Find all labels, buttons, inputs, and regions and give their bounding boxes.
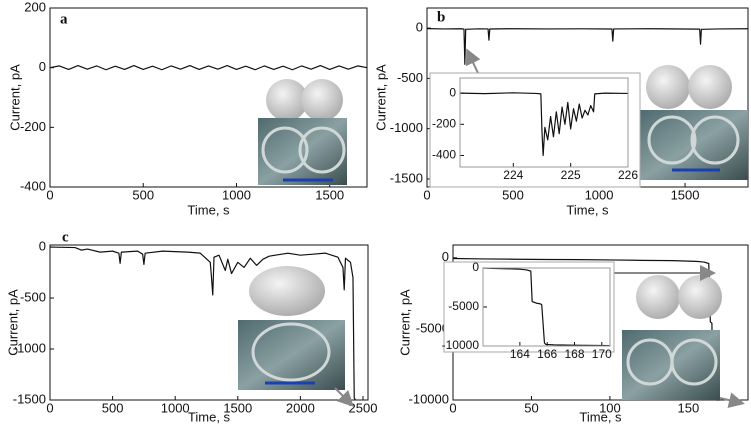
y-tick-label: -400 (20, 178, 46, 193)
x-tick-label: 500 (502, 187, 524, 202)
x-tick-label: 225 (561, 168, 581, 182)
x-tick-label: 166 (537, 347, 557, 361)
y-axis-label: Current, pA (373, 64, 388, 131)
x-tick-label: 170 (592, 347, 612, 361)
x-tick-label: 500 (102, 400, 124, 415)
y-tick-label: 0 (442, 249, 449, 264)
droplet (636, 275, 680, 319)
panel-label: a (60, 11, 68, 27)
photo (238, 320, 345, 390)
x-tick-label: 0 (449, 400, 456, 415)
y-tick-label: -1500 (13, 391, 46, 406)
axes-frame (482, 267, 611, 347)
x-tick-label: 0 (423, 187, 430, 202)
y-tick-label: -10000 (409, 391, 449, 406)
y-tick-label: -5000 (416, 320, 449, 335)
x-tick-label: 164 (510, 347, 530, 361)
droplet (646, 65, 690, 109)
x-tick-label: 150 (678, 400, 700, 415)
photo-droplet (690, 115, 740, 165)
photo-droplet (251, 322, 331, 382)
y-tick-label: -1000 (13, 340, 46, 355)
photo-droplet (298, 126, 346, 174)
current-trace (426, 28, 749, 65)
photo-droplet (670, 338, 718, 386)
y-tick-label: -5000 (448, 299, 479, 313)
x-tick-label: 500 (132, 187, 154, 202)
x-tick-label: 50 (524, 400, 538, 415)
y-tick-label: 0 (416, 20, 423, 35)
decorations (238, 48, 748, 409)
x-tick-label: 224 (503, 168, 523, 182)
axes-frame (49, 7, 368, 188)
x-tick-label: 2500 (349, 400, 378, 415)
x-tick-label: 1000 (222, 187, 251, 202)
inset-box (429, 72, 641, 188)
inset-box (443, 261, 615, 353)
x-tick-label: 0 (46, 400, 53, 415)
droplet (678, 275, 722, 319)
y-tick-label: 0 (39, 59, 46, 74)
y-tick-label: -500 (20, 289, 46, 304)
y-axis-label: Current, pA (5, 289, 20, 356)
axes-frame (49, 244, 369, 401)
y-tick-label: 0 (39, 238, 46, 253)
x-tick-label: 0 (46, 187, 53, 202)
y-tick-label: -500 (397, 70, 423, 85)
x-tick-label: 1000 (161, 400, 190, 415)
x-axis-label: Time, s (188, 409, 231, 424)
droplet (266, 79, 308, 121)
photo-droplet (647, 115, 697, 165)
x-axis-label: Time, s (187, 202, 230, 217)
current-trace (49, 64, 368, 71)
photo (258, 118, 347, 185)
y-axis-label: Current, pA (7, 64, 22, 131)
x-tick-label: 100 (599, 400, 621, 415)
x-axis-label: Time, s (566, 202, 609, 217)
x-tick-label: 1500 (671, 187, 700, 202)
arrow (719, 392, 745, 409)
x-tick-label: 168 (564, 347, 584, 361)
y-tick-label: -10000 (442, 338, 480, 352)
current-trace (459, 92, 629, 157)
current-trace (49, 246, 356, 401)
x-axis-label: Time, s (579, 409, 622, 424)
y-tick-label: -1500 (390, 170, 423, 185)
y-tick-label: 0 (472, 260, 479, 274)
photo-droplet (261, 126, 309, 174)
y-tick-label: -400 (432, 148, 456, 162)
x-tick-label: 1500 (223, 400, 252, 415)
y-tick-label: -200 (20, 119, 46, 134)
y-tick-label: -1000 (390, 120, 423, 135)
x-tick-label: 1500 (315, 187, 344, 202)
droplet (301, 79, 343, 121)
arrow (334, 387, 354, 407)
y-tick-label: -200 (432, 116, 456, 130)
droplet (688, 65, 732, 109)
x-tick-label: 2000 (286, 400, 315, 415)
y-tick-label: 200 (24, 0, 46, 14)
droplet (249, 266, 325, 316)
arrow (465, 48, 481, 74)
current-trace (482, 267, 611, 347)
y-tick-label: 0 (449, 85, 456, 99)
panel-label: c (62, 229, 69, 245)
axes-frame (459, 77, 629, 168)
x-tick-label: 1000 (585, 187, 614, 202)
x-tick-label: 226 (618, 168, 638, 182)
y-axis-label: Current, pA (397, 289, 412, 356)
panel-label: b (437, 9, 445, 25)
